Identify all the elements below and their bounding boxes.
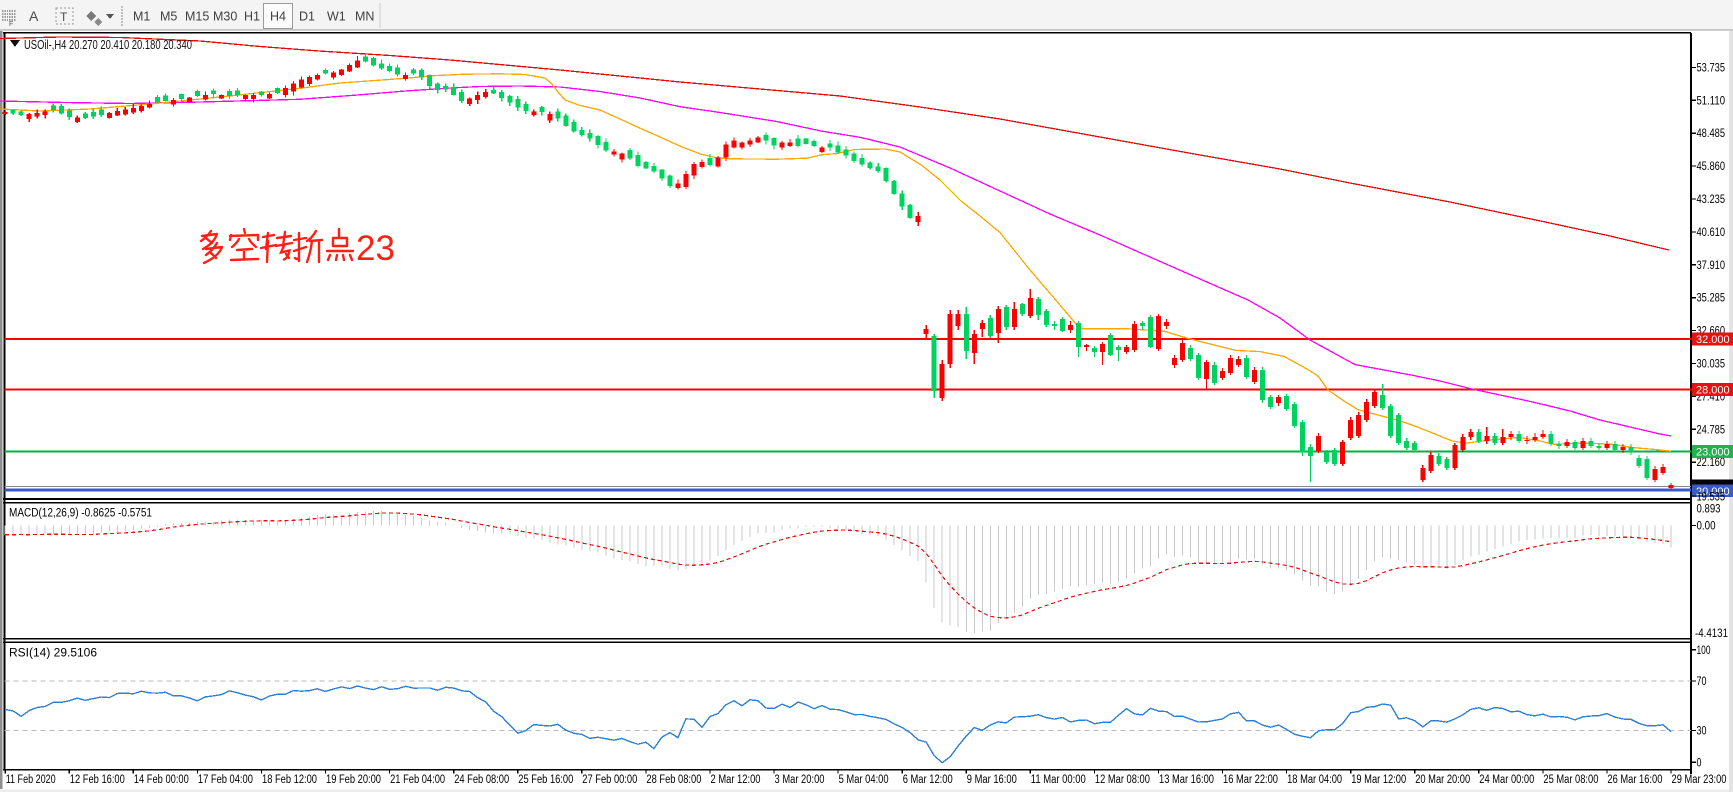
svg-text:21 Feb 04:00: 21 Feb 04:00 [390,774,445,786]
svg-text:18 Feb 12:00: 18 Feb 12:00 [262,774,317,786]
svg-text:24 Feb 08:00: 24 Feb 08:00 [454,774,509,786]
svg-text:20 Mar 20:00: 20 Mar 20:00 [1415,774,1470,786]
svg-text:27 Feb 00:00: 27 Feb 00:00 [582,774,637,786]
svg-text:20.000: 20.000 [1696,486,1730,498]
svg-text:H4: H4 [270,10,286,24]
svg-text:12 Mar 08:00: 12 Mar 08:00 [1095,774,1150,786]
svg-text:16 Mar 22:00: 16 Mar 22:00 [1223,774,1278,786]
svg-text:23: 23 [356,229,395,268]
svg-text:24.785: 24.785 [1697,422,1726,436]
svg-text:23.000: 23.000 [1696,447,1730,459]
svg-text:W1: W1 [327,10,346,24]
svg-text:28 Feb 08:00: 28 Feb 08:00 [646,774,701,786]
svg-text:25 Mar 08:00: 25 Mar 08:00 [1543,774,1598,786]
svg-text:30: 30 [1697,724,1707,738]
svg-text:40.610: 40.610 [1697,225,1726,239]
svg-text:100: 100 [1697,643,1711,657]
svg-text:22.160: 22.160 [1697,455,1726,469]
svg-text:9 Mar 16:00: 9 Mar 16:00 [967,774,1017,786]
svg-text:0.00: 0.00 [1697,519,1716,533]
svg-text:32.000: 32.000 [1696,334,1730,346]
svg-text:M5: M5 [160,10,177,24]
svg-text:25 Feb 16:00: 25 Feb 16:00 [518,774,573,786]
svg-text:11 Feb 2020: 11 Feb 2020 [6,774,56,786]
svg-text:24 Mar 00:00: 24 Mar 00:00 [1479,774,1534,786]
svg-text:19 Mar 12:00: 19 Mar 12:00 [1351,774,1406,786]
svg-text:USOil-,H4 20.270 20.410 20.18: USOil-,H4 20.270 20.410 20.180 20.340 [24,37,192,52]
svg-text:T: T [60,10,68,24]
svg-text:M15: M15 [185,10,209,24]
svg-text:12 Feb 16:00: 12 Feb 16:00 [70,774,125,786]
svg-text:19.535: 19.535 [1697,490,1726,504]
svg-text:18 Mar 04:00: 18 Mar 04:00 [1287,774,1342,786]
svg-text:-4.4131: -4.4131 [1695,626,1728,640]
svg-text:51.110: 51.110 [1697,93,1726,107]
svg-text:RSI(14) 29.5106: RSI(14) 29.5106 [9,648,97,660]
svg-text:5 Mar 04:00: 5 Mar 04:00 [839,774,889,786]
svg-text:29 Mar 23:00: 29 Mar 23:00 [1672,774,1727,786]
svg-text:53.735: 53.735 [1697,60,1726,74]
svg-text:43.235: 43.235 [1697,192,1726,206]
svg-text:6 Mar 12:00: 6 Mar 12:00 [903,774,953,786]
svg-text:MACD(12,26,9) -0.8625 -0.5751: MACD(12,26,9) -0.8625 -0.5751 [9,508,152,520]
svg-text:M30: M30 [213,10,237,24]
svg-text:26 Mar 16:00: 26 Mar 16:00 [1607,774,1662,786]
svg-text:35.285: 35.285 [1697,291,1726,305]
svg-text:19 Feb 20:00: 19 Feb 20:00 [326,774,381,786]
svg-text:37.910: 37.910 [1697,258,1726,272]
svg-text:45.860: 45.860 [1697,159,1726,173]
svg-text:A: A [29,8,39,24]
svg-text:2 Mar 12:00: 2 Mar 12:00 [711,774,761,786]
svg-text:14 Feb 00:00: 14 Feb 00:00 [134,774,189,786]
svg-text:30.035: 30.035 [1697,357,1726,371]
svg-text:48.485: 48.485 [1697,126,1726,140]
svg-text:28.000: 28.000 [1696,385,1730,397]
svg-text:11 Mar 00:00: 11 Mar 00:00 [1031,774,1086,786]
svg-text:F: F [9,21,13,28]
svg-text:0: 0 [1697,755,1702,769]
svg-text:MN: MN [355,10,374,24]
svg-text:13 Mar 16:00: 13 Mar 16:00 [1159,774,1214,786]
svg-text:H1: H1 [244,10,260,24]
svg-text:D1: D1 [299,10,315,24]
svg-text:3 Mar 20:00: 3 Mar 20:00 [775,774,825,786]
svg-text:0.893: 0.893 [1697,502,1721,516]
svg-text:M1: M1 [133,10,150,24]
svg-text:70: 70 [1697,674,1707,688]
svg-text:17 Feb 04:00: 17 Feb 04:00 [198,774,253,786]
